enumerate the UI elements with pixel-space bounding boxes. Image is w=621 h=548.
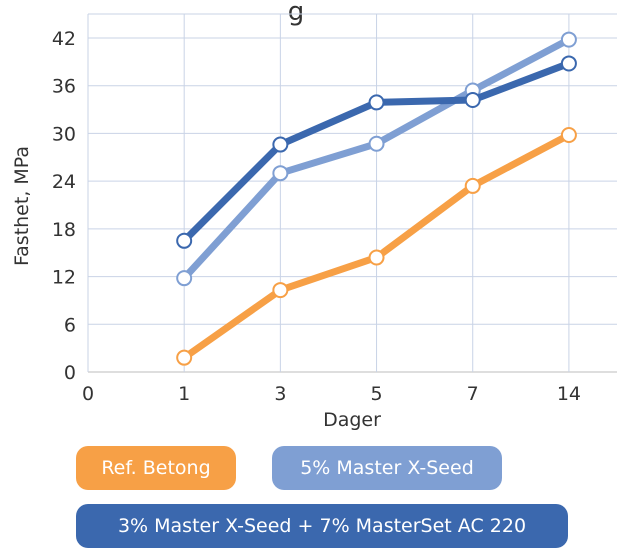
data-point (560, 127, 577, 144)
data-point (560, 31, 577, 48)
x-tick-label: 3 (274, 383, 286, 405)
x-tick-label: 0 (82, 383, 94, 405)
data-point (272, 165, 289, 182)
y-tick-label: 18 (52, 219, 76, 241)
y-tick-label: 30 (52, 123, 76, 145)
data-point (176, 349, 193, 366)
data-point (464, 92, 481, 109)
data-point (368, 135, 385, 152)
legend-item-3pct-x-seed-7pct-masterset: 3% Master X-Seed + 7% MasterSet AC 220 (76, 504, 568, 548)
data-point (464, 177, 481, 194)
y-tick-label: 36 (52, 76, 76, 98)
y-tick-label: 0 (64, 362, 76, 384)
y-tick-label: 6 (64, 314, 76, 336)
x-tick-label: 7 (467, 383, 479, 405)
x-axis-title: Dager (323, 409, 381, 431)
x-tick-labels: 0 1 3 5 7 14 (82, 383, 581, 405)
gridlines (87, 13, 617, 373)
x-tick-label: 14 (557, 383, 581, 405)
y-tick-label: 24 (52, 171, 76, 193)
data-point (368, 249, 385, 266)
y-axis-title: Fasthet, MPa (11, 146, 33, 266)
series-lines (176, 31, 577, 366)
data-point (272, 136, 289, 153)
data-point (176, 232, 193, 249)
data-point (272, 282, 289, 299)
legend-item-ref-betong: Ref. Betong (76, 446, 236, 490)
y-tick-label: 42 (52, 28, 76, 50)
data-point (176, 270, 193, 287)
data-point (368, 94, 385, 111)
y-tick-label: 12 (52, 267, 76, 289)
y-tick-labels: 0 6 12 18 24 30 36 42 (52, 28, 76, 384)
x-tick-label: 5 (370, 383, 382, 405)
legend-item-5pct-master-x-seed: 5% Master X-Seed (272, 446, 502, 490)
data-point (560, 55, 577, 72)
x-tick-label: 1 (178, 383, 190, 405)
